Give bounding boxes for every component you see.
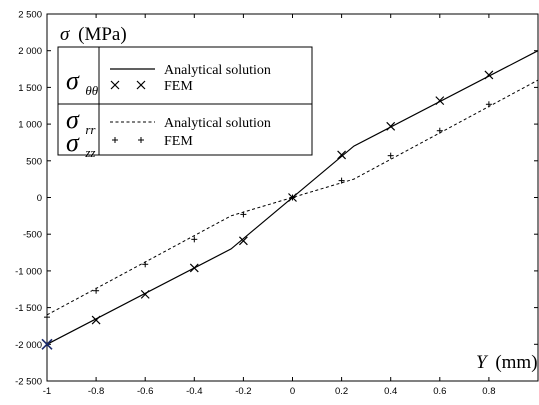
x-tick-label: -1 [43, 386, 51, 397]
y-tick-label: -1 500 [15, 303, 42, 314]
y-axis: -2 500 -2 000 -1 500 -1 000 -500 0 500 1 000 1 5… [15, 10, 538, 388]
legend-label-analytical-theta: Analytical solution [164, 63, 271, 78]
fem-x-point [41, 338, 53, 350]
legend-group1-symbol: σ θθ [66, 66, 99, 98]
fem-plus-point [240, 211, 247, 218]
fem-x-point [189, 263, 199, 273]
y-tick-label: -500 [23, 230, 42, 241]
legend: σ θθ σ rr σ zz Analytical solution FEM A… [57, 46, 313, 160]
x-stroke [140, 289, 150, 299]
y-tick-label: 2 000 [18, 46, 42, 57]
fem-plus-point [387, 152, 394, 159]
y-axis-unit: (MPa) [78, 24, 127, 45]
fem-x-point [386, 121, 396, 131]
x-tick-label: -0.4 [186, 386, 202, 397]
fem-plus-point [142, 261, 149, 268]
legend-subscript-zz: zz [84, 145, 95, 160]
x-axis-title: Y (mm) [476, 352, 538, 373]
x-stroke [484, 70, 494, 80]
x-axis: -1 -0.8 -0.6 -0.4 -0.2 0 0.2 0.4 0.6 0.8 [43, 14, 496, 397]
legend-sigma-theta: σ [66, 66, 80, 95]
series-layer [41, 50, 539, 350]
x-stroke [41, 338, 53, 350]
legend-plus-marker-2 [138, 137, 144, 143]
x-axis-unit: (mm) [495, 352, 537, 373]
legend-subscript-theta: θθ [85, 83, 98, 98]
x-stroke [189, 263, 199, 273]
fem-plus-point [485, 101, 492, 108]
y-axis-title: σ (MPa) [60, 24, 127, 45]
x-stroke [435, 96, 445, 106]
x-tick-label: 0.8 [482, 386, 495, 397]
fem-plus-point [436, 127, 443, 134]
legend-group2-symbol-zz: σ zz [66, 128, 95, 160]
x-stroke [386, 121, 396, 131]
legend-x-marker-1 [110, 80, 120, 90]
fem-x-point [484, 70, 494, 80]
x-tick-label: -0.8 [88, 386, 104, 397]
y-tick-label: -2 500 [15, 377, 42, 388]
fem-plus-point [191, 236, 198, 243]
legend-plus-marker-1 [112, 137, 118, 143]
fem-plus-point [289, 194, 296, 201]
x-stroke [337, 150, 347, 160]
x-tick-label: 0 [290, 386, 295, 397]
fem-x-point [91, 315, 101, 325]
x-tick-label: 0.6 [433, 386, 446, 397]
legend-label-fem-theta: FEM [164, 79, 193, 94]
x-tick-label: 0.2 [335, 386, 348, 397]
fem-x-point [140, 289, 150, 299]
legend-sigma-zz: σ [66, 128, 80, 157]
fem-plus-point [93, 287, 100, 294]
legend-box [57, 46, 313, 156]
y-tick-label: 2 500 [18, 10, 42, 21]
x-axis-symbol: Y [476, 352, 489, 373]
y-tick-label: 0 [37, 193, 42, 204]
fem-x-point [238, 236, 248, 246]
y-tick-label: -1 000 [15, 266, 42, 277]
fem-plus-point [338, 177, 345, 184]
series-sigma-rr-analytical [46, 79, 539, 316]
legend-subscript-rr: rr [85, 122, 96, 137]
fem-x-point [337, 150, 347, 160]
legend-x-marker-2 [136, 80, 146, 90]
legend-label-fem-rr: FEM [164, 134, 193, 149]
legend-sigma-rr: σ [66, 105, 80, 134]
x-stroke [238, 236, 248, 246]
fem-plus-point [44, 314, 50, 321]
y-tick-label: 1 000 [18, 120, 42, 131]
y-tick-label: 1 500 [18, 83, 42, 94]
y-tick-label: -2 000 [15, 340, 42, 351]
y-axis-symbol: σ [60, 24, 70, 45]
legend-group2-symbol-rr: σ rr [66, 105, 96, 137]
x-tick-label: -0.2 [235, 386, 251, 397]
y-tick-label: 500 [26, 156, 42, 167]
x-stroke [91, 315, 101, 325]
x-tick-label: -0.6 [137, 386, 153, 397]
x-tick-label: 0.4 [384, 386, 397, 397]
fem-x-point [435, 96, 445, 106]
legend-label-analytical-rr: Analytical solution [164, 116, 271, 131]
